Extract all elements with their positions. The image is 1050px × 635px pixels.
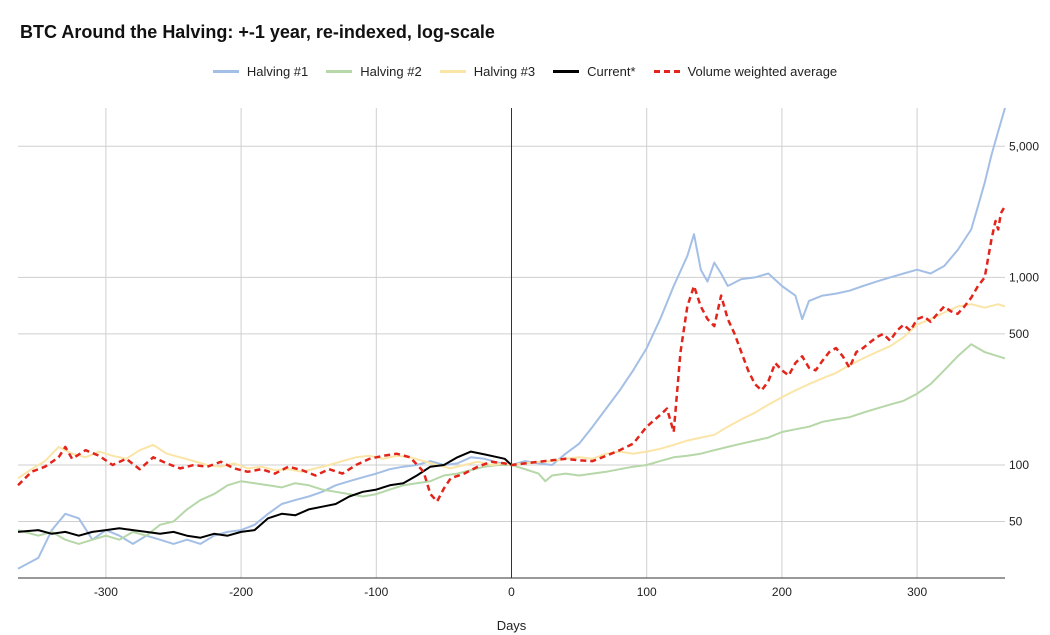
x-tick-label: 300 [907,585,927,599]
legend-label: Halving #2 [360,64,422,79]
legend-label: Current* [587,64,636,79]
series-line-current [17,450,513,539]
y-tick-label: 100 [1009,458,1029,472]
legend-swatch [553,70,580,73]
legend-swatch [212,70,239,73]
legend-item: Halving #2 [326,64,422,79]
legend-swatch [653,70,680,73]
x-tick-label: 200 [772,585,792,599]
y-tick-label: 5,000 [1009,139,1039,153]
x-axis-label: Days [497,618,527,633]
legend-swatch [326,70,353,73]
x-tick-label: -200 [229,585,253,599]
x-tick-label: 100 [637,585,657,599]
x-tick-label: -300 [94,585,118,599]
y-tick-label: 50 [1009,515,1023,529]
series-line-halving-2 [17,343,1006,545]
y-tick-label: 500 [1009,327,1029,341]
legend-item: Halving #3 [439,64,536,79]
legend-item: Halving #1 [212,64,309,79]
x-tick-label: 0 [508,585,515,599]
chart-title: BTC Around the Halving: +-1 year, re-ind… [20,22,495,42]
legend-swatch [439,70,466,73]
x-tick-label: -100 [364,585,388,599]
legend-label: Volume weighted average [687,64,838,79]
series-line-volume-weighted-average [17,205,1007,503]
chart-legend: Halving #1 Halving #2 Halving #3 Current* Vo… [0,64,1050,79]
legend-item: Volume weighted average [653,64,838,79]
legend-item: Current* [553,64,636,79]
y-tick-label: 1,000 [1009,270,1039,284]
legend-label: Halving #1 [246,64,309,79]
legend-label: Halving #3 [473,64,536,79]
